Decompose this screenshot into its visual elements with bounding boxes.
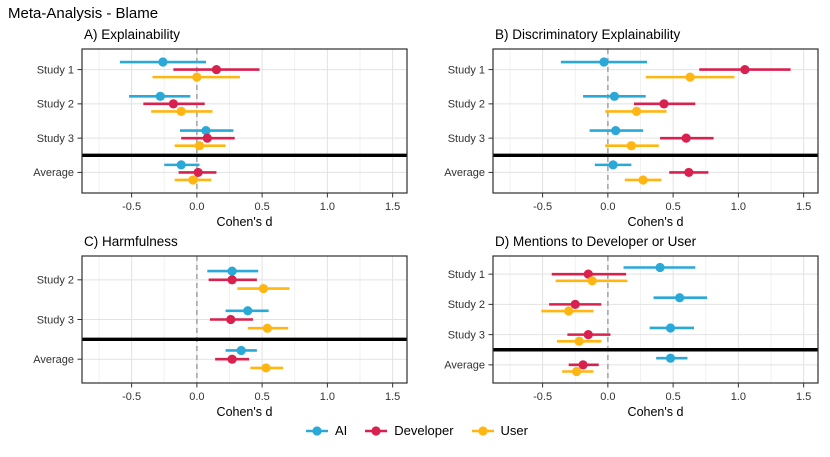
forest-plot-discriminatory-explainability: -0.5 0.0 0.5 1.0 1.5 Study 1 Study 2 Study 3 Ave… [417,44,828,231]
svg-text:-0.5: -0.5 [122,391,141,403]
svg-text:0.0: 0.0 [189,201,204,213]
svg-text:-0.5: -0.5 [122,201,141,213]
svg-text:-0.5: -0.5 [533,201,552,213]
svg-text:0.5: 0.5 [254,391,269,403]
svg-text:1.5: 1.5 [385,391,400,403]
panel-title-a: A) Explainability [84,27,181,42]
forest-plot-harmfulness: -0.5 0.0 0.5 1.0 1.5 Study 2 Study 3 Average Coh… [6,251,417,421]
ai-pointrange-icon [304,424,330,438]
forest-plot-explainability: -0.5 0.0 0.5 1.0 1.5 Study 1 Study 2 Study 3 Ave… [6,44,417,231]
figure-title: Meta-Analysis - Blame [8,5,159,22]
svg-text:1.5: 1.5 [796,201,811,213]
svg-text:Study 2: Study 2 [448,299,485,311]
panel-grid: A) Explainability -0.5 0.0 0.5 1.0 1.5 Study … [6,24,826,421]
svg-text:Study 3: Study 3 [37,314,74,326]
panel-explainability: A) Explainability -0.5 0.0 0.5 1.0 1.5 Study … [6,24,417,231]
legend-item-developer: Developer [363,423,454,438]
forest-plot-svg: -0.5 0.0 0.5 1.0 1.5 Study 2 Study 3 Average Coh… [33,255,408,419]
legend-item-ai: AI [304,423,347,438]
svg-text:0.0: 0.0 [600,391,615,403]
legend-label-user: User [500,423,528,438]
svg-text:Cohen's d: Cohen's d [628,405,684,419]
legend-item-user: User [470,423,528,438]
svg-text:Cohen's d: Cohen's d [217,405,273,419]
svg-text:Study 3: Study 3 [448,133,485,145]
panel-harmfulness: C) Harmfulness -0.5 0.0 0.5 1.0 1.5 Study 2 St… [6,231,417,421]
svg-text:1.0: 1.0 [731,201,746,213]
svg-text:Average: Average [444,360,485,372]
svg-text:Study 1: Study 1 [448,269,485,281]
legend: AI Developer User [6,423,826,438]
legend-label-ai: AI [334,423,348,438]
forest-plot-svg: -0.5 0.0 0.5 1.0 1.5 Study 1 Study 2 Study 3 Ave… [33,48,408,229]
user-pointrange-icon [470,424,496,438]
forest-plot-svg: -0.5 0.0 0.5 1.0 1.5 Study 1 Study 2 Study 3 Ave… [444,255,819,419]
forest-plot-mentions: -0.5 0.0 0.5 1.0 1.5 Study 1 Study 2 Study 3 Ave… [417,251,828,421]
svg-text:1.0: 1.0 [320,201,335,213]
svg-text:Average: Average [33,354,74,366]
svg-text:Study 2: Study 2 [448,99,485,111]
svg-text:Average: Average [444,167,485,179]
svg-text:Study 3: Study 3 [448,329,485,341]
panel-title-b: B) Discriminatory Explainability [495,27,681,42]
svg-text:Average: Average [33,167,74,179]
panel-discriminatory-explainability: B) Discriminatory Explainability -0.5 0.0… [417,24,828,231]
svg-text:0.5: 0.5 [665,201,680,213]
panel-mentions: D) Mentions to Developer or User -0.5 0.0… [417,231,828,421]
forest-plot-svg: -0.5 0.0 0.5 1.0 1.5 Study 1 Study 2 Study 3 Ave… [444,48,819,229]
svg-text:1.0: 1.0 [320,391,335,403]
svg-text:0.0: 0.0 [600,201,615,213]
svg-text:Cohen's d: Cohen's d [217,215,273,229]
panel-title-c: C) Harmfulness [84,234,178,249]
svg-text:Cohen's d: Cohen's d [628,215,684,229]
svg-text:Study 1: Study 1 [448,64,485,76]
svg-text:Study 2: Study 2 [37,275,74,287]
meta-analysis-figure: Meta-Analysis - Blame A) Explainability … [6,5,826,438]
panel-title-d: D) Mentions to Developer or User [495,234,697,249]
legend-label-developer: Developer [394,423,454,438]
developer-pointrange-icon [363,424,389,438]
svg-text:1.5: 1.5 [796,391,811,403]
svg-text:0.5: 0.5 [665,391,680,403]
svg-text:0.0: 0.0 [189,391,204,403]
svg-text:1.0: 1.0 [731,391,746,403]
svg-text:0.5: 0.5 [254,201,269,213]
svg-text:Study 2: Study 2 [37,99,74,111]
svg-text:Study 3: Study 3 [37,133,74,145]
svg-text:-0.5: -0.5 [533,391,552,403]
svg-text:Study 1: Study 1 [37,64,74,76]
svg-text:1.5: 1.5 [385,201,400,213]
